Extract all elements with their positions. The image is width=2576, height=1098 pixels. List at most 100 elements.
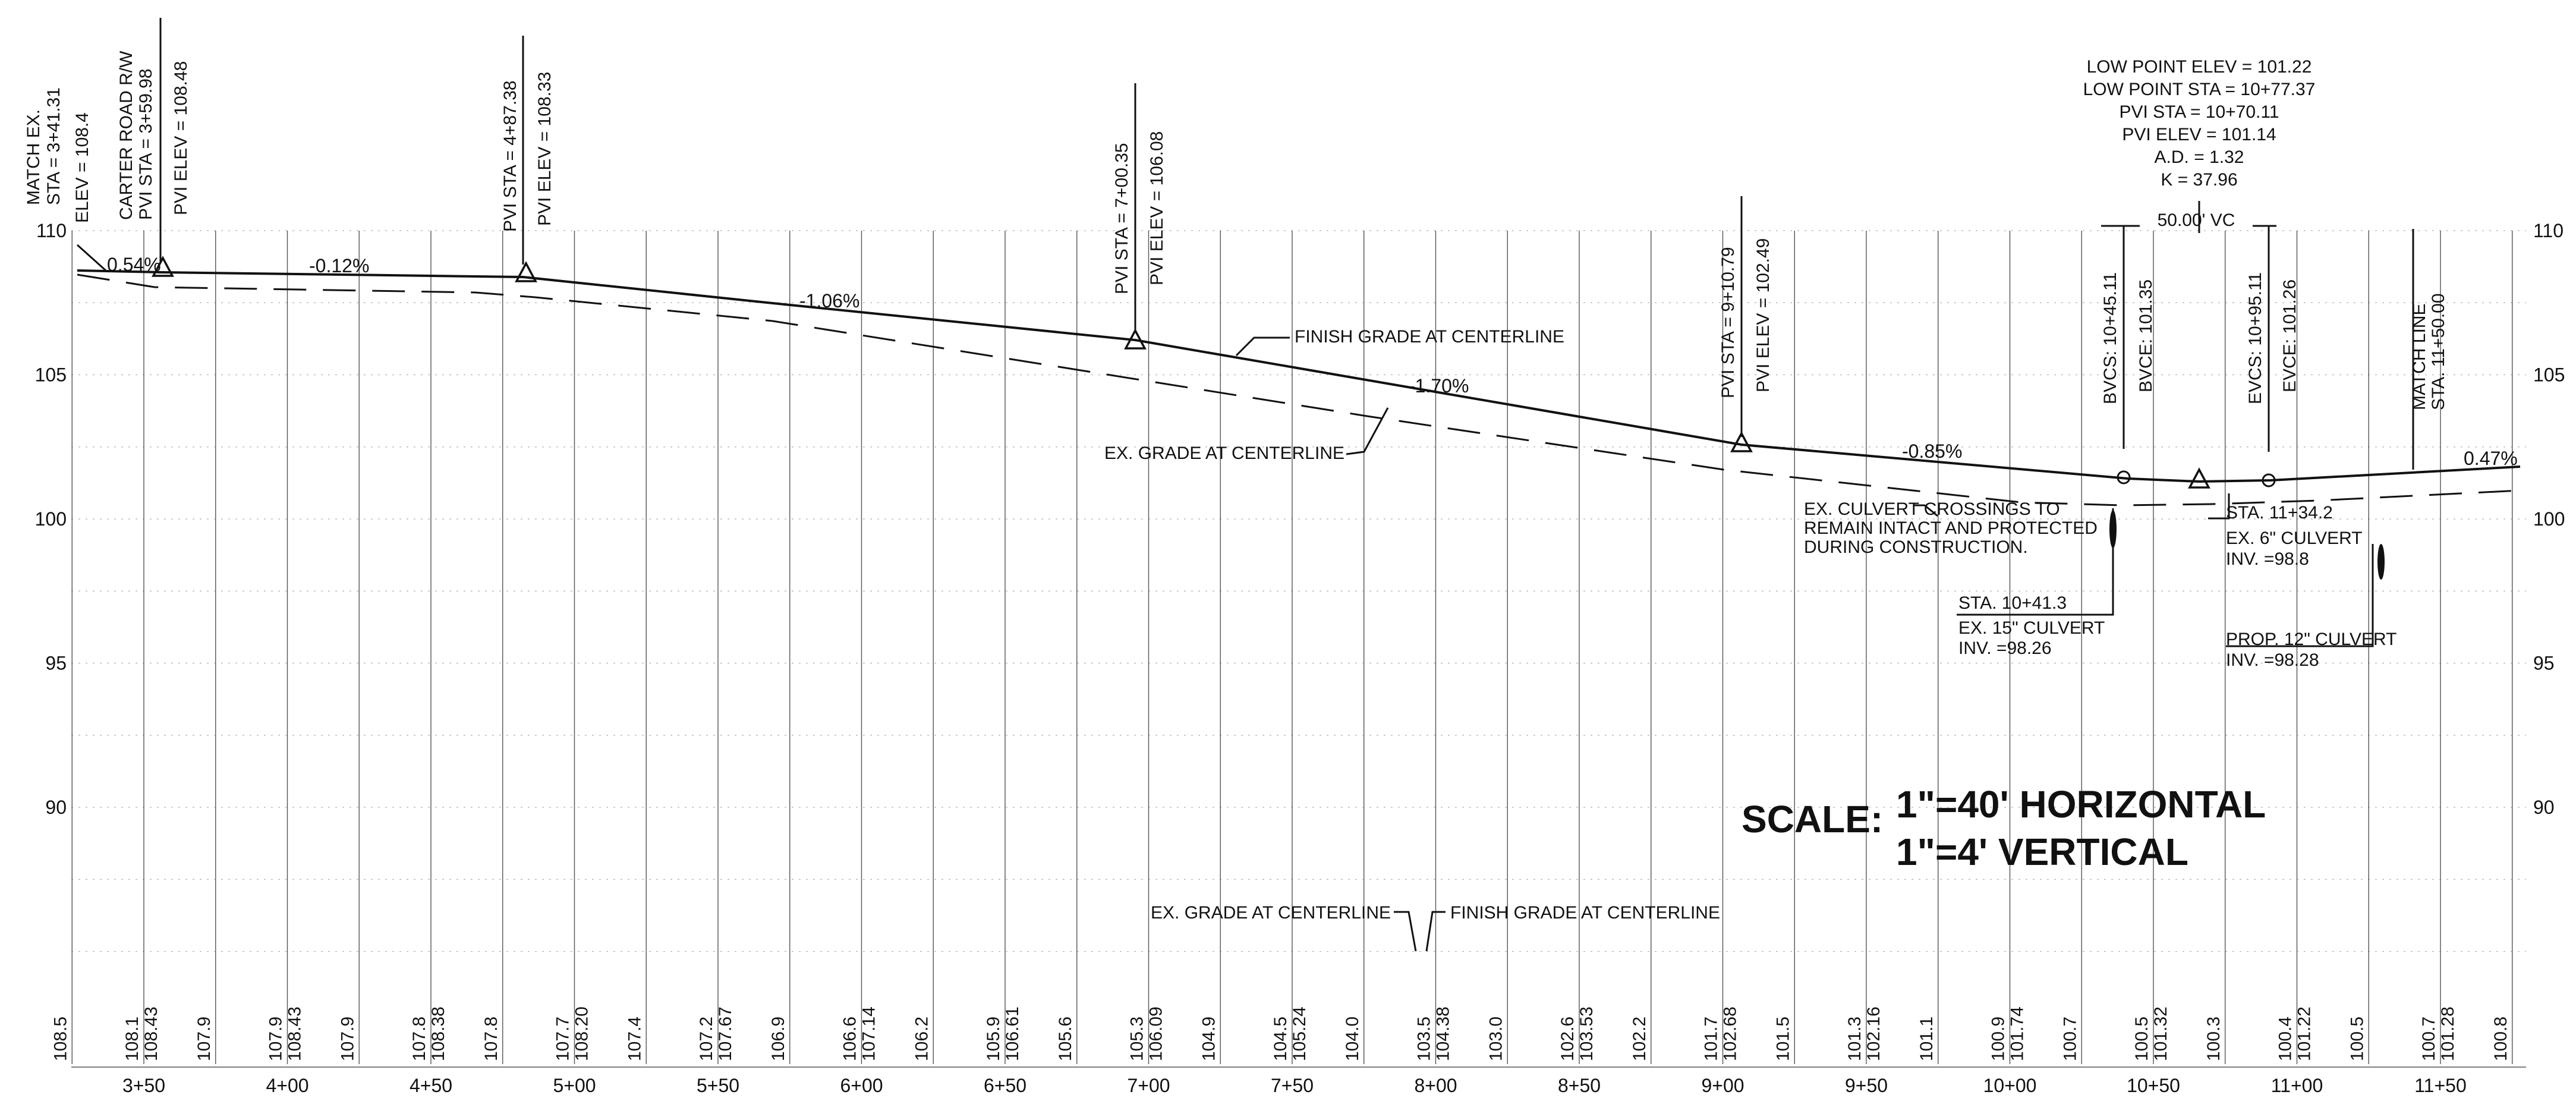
existing-elevation-value: 101.7 [1702, 1017, 1721, 1061]
station-label: 3+50 [122, 1075, 165, 1096]
station-label: 4+50 [410, 1075, 452, 1096]
scale-label: SCALE: [1742, 798, 1883, 841]
finish-elevation-value: 102.16 [1864, 1006, 1884, 1061]
match-line-sta-label: STA. 11+50.00 [2429, 293, 2448, 410]
match-ex-elev-label: ELEV = 108.4 [73, 112, 92, 223]
legend-ex-grade: EX. GRADE AT CENTERLINE [1151, 903, 1391, 923]
existing-elevation-value: 105.6 [1056, 1017, 1075, 1061]
existing-elevation-value: 104.9 [1199, 1017, 1218, 1061]
pvi-sta-label: PVI STA = 9+10.79 [1718, 247, 1738, 398]
elevation-label-right: 90 [2533, 797, 2555, 818]
finish-elevation-value: 108.43 [141, 1006, 161, 1061]
grade-label: 0.54% [107, 254, 161, 275]
station-label: 11+00 [2271, 1075, 2323, 1096]
finish-elevation-value: 108.38 [429, 1006, 448, 1061]
legend-finish-grade: FINISH GRADE AT CENTERLINE [1450, 903, 1720, 923]
pvi-elev-label: PVI ELEV = 106.08 [1147, 131, 1167, 285]
pvi-marker [152, 256, 174, 277]
bvcs-label: BVCS: 10+45.11 [2101, 272, 2120, 404]
culvert-12-inv: INV. =98.28 [2226, 650, 2319, 670]
existing-elevation-value: 104.0 [1343, 1017, 1362, 1061]
low-point-line: LOW POINT ELEV = 101.22 [2087, 57, 2312, 77]
grade-label: -1.70% [1409, 375, 1469, 397]
label-leaders [76, 18, 2414, 470]
minor-grid [71, 230, 2526, 952]
station-label: 9+50 [1845, 1075, 1888, 1096]
existing-elevation-value: 105.9 [984, 1017, 1003, 1061]
evc-marker [2262, 473, 2276, 487]
low-point-line: K = 37.96 [2161, 170, 2237, 190]
existing-elevation-value: 107.9 [338, 1017, 357, 1061]
elevation-label-left: 90 [45, 797, 67, 818]
grade-label: -1.06% [799, 290, 859, 312]
finish-elevation-value: 107.14 [859, 1006, 879, 1061]
ex-grade-callout: EX. GRADE AT CENTERLINE [1104, 443, 1344, 463]
match-ex-label: MATCH EX. [24, 109, 43, 205]
finish-elevation-value: 101.32 [2151, 1006, 2171, 1061]
culvert-note-line: EX. CULVERT CROSSINGS TO [1804, 499, 2060, 519]
station-label: 7+50 [1271, 1075, 1314, 1096]
low-point-line: PVI ELEV = 101.14 [2122, 125, 2276, 144]
existing-elevation-value: 106.6 [840, 1017, 860, 1061]
station-label: 4+00 [266, 1075, 308, 1096]
existing-elevation-value: 100.7 [2419, 1017, 2439, 1061]
pvi-elev-label: PVI ELEV = 108.33 [535, 72, 555, 226]
finish-grade-callout: FINISH GRADE AT CENTERLINE [1295, 327, 1564, 347]
existing-elevation-value: 107.7 [553, 1017, 573, 1061]
culvert-15-sta: STA. 10+41.3 [1958, 593, 2067, 613]
station-label: 5+00 [553, 1075, 596, 1096]
finish-elevation-value: 101.22 [2295, 1006, 2314, 1061]
finish-elevation-value: 105.24 [1290, 1006, 1309, 1061]
culvert-15-symbol [2109, 510, 2117, 548]
station-label: 5+50 [697, 1075, 739, 1096]
grade-label: 0.47% [2464, 448, 2518, 469]
carter-pvi-elev-label: PVI ELEV = 108.48 [171, 61, 191, 215]
existing-elevation-value: 105.3 [1128, 1017, 1147, 1061]
carter-pvi-sta-label: PVI STA = 3+59.98 [136, 68, 156, 220]
pvi-marker [1124, 328, 1147, 350]
finish-elevation-value: 108.20 [572, 1006, 592, 1061]
finish-grade-line [77, 269, 2521, 483]
culvert-note-line: REMAIN INTACT AND PROTECTED [1804, 518, 2098, 538]
existing-elevation-value: 103.0 [1486, 1017, 1506, 1061]
elevation-label-left: 95 [45, 653, 67, 674]
pvi-sta-label: PVI STA = 7+00.35 [1112, 143, 1132, 294]
existing-elevation-value: 100.7 [2060, 1017, 2080, 1061]
existing-elevation-value: 100.3 [2204, 1017, 2224, 1061]
evce-label: EVCE: 101.26 [2280, 279, 2300, 392]
finish-elevation-value: 102.68 [1721, 1006, 1740, 1061]
finish-elevation-value: 106.09 [1147, 1006, 1166, 1061]
elevation-label-left: 105 [35, 364, 67, 386]
station-label: 8+00 [1414, 1075, 1457, 1096]
major-grid [71, 231, 2526, 1068]
existing-elevation-value: 107.9 [266, 1017, 286, 1061]
elevation-label-right: 100 [2533, 508, 2565, 530]
elevation-axis: 110 110 105 105 100 100 95 95 90 90 [35, 220, 2565, 818]
culvert-6-inv: INV. =98.8 [2226, 549, 2309, 569]
station-label: 6+00 [840, 1075, 883, 1096]
finish-elevation-value: 107.67 [716, 1006, 735, 1061]
culvert-6-sta: STA. 11+34.2 [2226, 503, 2333, 523]
existing-elevation-value: 107.4 [625, 1017, 644, 1061]
culvert-6-name: EX. 6" CULVERT [2226, 528, 2363, 548]
bvce-label: BVCE: 101.35 [2136, 279, 2156, 392]
elevation-label-right: 110 [2533, 220, 2564, 241]
vertical-curve-length: 50.00' VC [2158, 210, 2235, 230]
existing-elevation-value: 106.9 [769, 1017, 788, 1061]
existing-grade-line [77, 273, 2521, 506]
grade-label: -0.85% [1902, 441, 1962, 462]
finish-elevation-value: 104.38 [1434, 1006, 1453, 1061]
low-point-line: A.D. = 1.32 [2155, 147, 2244, 167]
existing-elevation-value: 104.5 [1271, 1017, 1290, 1061]
pvi-sta-label: PVI STA = 4+87.38 [500, 80, 520, 232]
low-point-info: LOW POINT ELEV = 101.22 LOW POINT STA = … [2083, 57, 2316, 190]
bvc-marker [2117, 470, 2131, 484]
station-label: 10+00 [1983, 1075, 2037, 1096]
existing-elevation-value: 101.1 [1917, 1017, 1936, 1061]
elevation-label-left: 100 [35, 508, 67, 530]
station-label: 9+00 [1701, 1075, 1744, 1096]
elevation-label-left: 110 [36, 220, 67, 241]
elevation-label-right: 95 [2533, 653, 2555, 674]
finish-elevation-value: 101.28 [2438, 1006, 2458, 1061]
